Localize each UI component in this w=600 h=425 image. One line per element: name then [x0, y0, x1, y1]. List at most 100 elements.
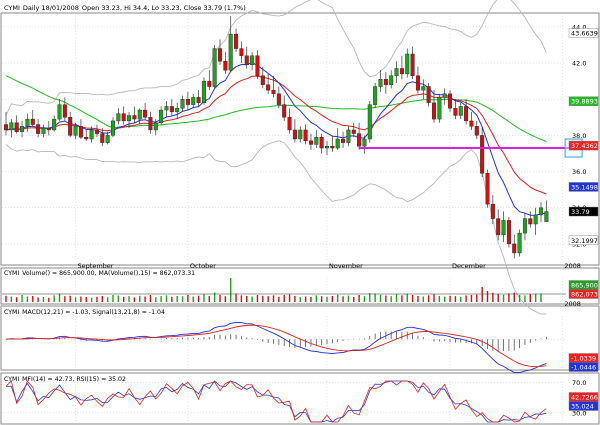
volume-bar [262, 295, 264, 302]
candle-body [415, 75, 420, 91]
candle-body [351, 129, 356, 134]
volume-bar [497, 294, 499, 302]
volume-bar [219, 294, 221, 302]
price-tag: 33.79 [571, 208, 590, 216]
candle-body [84, 136, 89, 140]
candle-body [153, 122, 158, 131]
volume-bar [128, 296, 130, 302]
ma-mid-line [5, 75, 547, 195]
volume-bar [64, 296, 66, 302]
candle-body [62, 104, 67, 118]
mfi-label: MFI(14) = 42.73, RSI(15) = 35.02 [22, 376, 126, 383]
volume-bar [208, 296, 210, 302]
volume-bar [139, 295, 141, 302]
volume-bar [401, 295, 403, 302]
volume-bar [304, 296, 307, 302]
candle-body [132, 115, 137, 120]
candle-body [201, 80, 206, 104]
volume-bar [315, 295, 317, 302]
macd-line [5, 322, 547, 373]
candle-body [260, 75, 265, 85]
candle-body [485, 173, 490, 205]
volume-bar [310, 297, 312, 302]
candle-body [506, 220, 511, 245]
candle-body [399, 68, 404, 75]
candle-body [464, 106, 469, 122]
volume-bar [395, 294, 398, 302]
candle-body [217, 48, 222, 62]
volume-bar [80, 296, 82, 302]
candle-body [185, 99, 190, 105]
candle-body [480, 135, 485, 174]
price-symbol: CYMI [4, 4, 20, 12]
volume-bar [106, 297, 109, 302]
volume-bar [454, 296, 457, 302]
volume-bar [379, 294, 382, 302]
volume-bar [181, 296, 184, 302]
volume-bar [256, 295, 259, 302]
volume-bar [524, 295, 526, 302]
candle-body [458, 106, 463, 116]
candle-body [426, 86, 431, 104]
volume-bar [21, 295, 23, 302]
candle-body [73, 126, 78, 136]
volume-bar [32, 296, 34, 302]
volume-bar [342, 296, 344, 302]
volume-bar [37, 297, 39, 302]
volume-bar [406, 293, 408, 302]
candle-body [533, 214, 538, 225]
candle-body [25, 118, 30, 127]
candle-body [41, 127, 46, 134]
price-tag-bg [568, 206, 599, 217]
candle-body [212, 48, 217, 87]
price-header: CYMI Daily 18/01/2008 Open 33.23, Hi 34.4,… [4, 4, 246, 12]
volume-bar [433, 294, 435, 302]
candle-body [100, 133, 105, 143]
volume-header: CYMI Volume() = 865,900.00, MA(Volume(),1… [4, 270, 195, 277]
candle-body [437, 97, 442, 120]
volume-tag: 862,073 [571, 291, 598, 299]
candle-body [341, 138, 346, 143]
volume-bar [187, 294, 189, 302]
volume-bar [224, 296, 227, 302]
volume-bar [347, 295, 350, 302]
volume-bar [5, 295, 7, 302]
volume-bar [16, 297, 18, 302]
volume-bar [358, 295, 360, 302]
candle-body [276, 93, 281, 105]
month-label: November [329, 262, 363, 270]
candle-body [442, 93, 447, 98]
volume-bar [385, 295, 387, 302]
volume-bar [117, 295, 120, 302]
volume-bar [481, 287, 483, 302]
candle-body [346, 129, 351, 143]
signal-line [5, 324, 547, 368]
candle-body [228, 33, 233, 71]
mfi-line [5, 380, 547, 423]
candle-body [191, 97, 196, 105]
volume-bar [283, 295, 285, 302]
volume-bar [492, 292, 494, 302]
volume-bar [74, 297, 77, 302]
mfi-symbol: CYMI [4, 376, 19, 383]
candle-body [175, 108, 180, 113]
macd-header: CYMI MACD(12,21) = -1.03, Signal(13,21,8)… [4, 309, 165, 316]
price-tag-bg [568, 235, 599, 245]
candle-body [474, 126, 479, 136]
month-label: December [452, 262, 486, 270]
candle-body [512, 243, 517, 254]
volume-bar [272, 295, 275, 302]
price-tick-label: 36.0 [572, 168, 586, 176]
volume-bar [213, 292, 216, 302]
volume-bar [176, 296, 178, 302]
candle-body [52, 118, 57, 131]
volume-bar [534, 293, 537, 302]
price-period: Daily 18/01/2008 [23, 4, 79, 12]
rsi-line [6, 380, 547, 423]
volume-symbol: CYMI [4, 270, 19, 277]
candle-body [389, 75, 394, 85]
candle-body [335, 138, 340, 149]
volume-bar [540, 293, 542, 302]
volume-bar [53, 295, 55, 302]
